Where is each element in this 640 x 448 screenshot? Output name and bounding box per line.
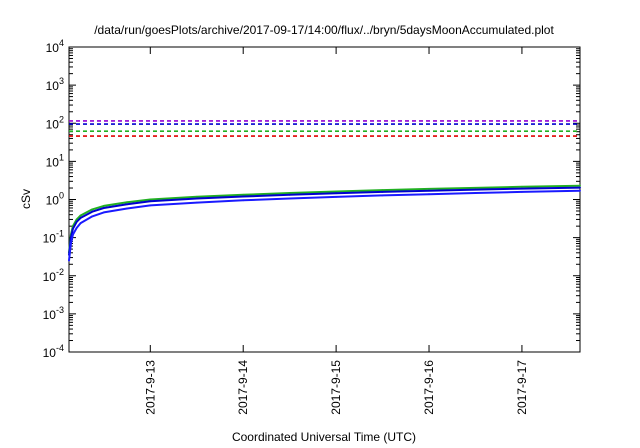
- data-point: [474, 188, 477, 191]
- data-point: [75, 227, 78, 229]
- data-point: [91, 215, 94, 218]
- data-point: [428, 188, 430, 190]
- data-point: [126, 203, 128, 206]
- data-point: [102, 205, 105, 207]
- series-group: [68, 184, 581, 262]
- data-point: [126, 207, 128, 210]
- data-point: [72, 233, 74, 236]
- data-point: [579, 186, 581, 189]
- data-point: [126, 201, 128, 204]
- y-tick-label: 10-2: [43, 267, 64, 284]
- series-line: [68, 186, 581, 256]
- data-point: [91, 208, 94, 211]
- data-point: [381, 194, 384, 197]
- data-point: [428, 189, 430, 192]
- plot-area: 10-4 10-3 10-2 10-1 100 101 102 103 104 2017-9-13…: [43, 38, 581, 415]
- data-point: [288, 197, 291, 200]
- x-tick-label: 2017-9-14: [236, 360, 250, 415]
- data-point: [288, 193, 291, 196]
- chart-title: /data/run/goesPlots/archive/2017-09-17/1…: [94, 23, 554, 37]
- data-point: [149, 200, 152, 203]
- y-tick-label: 103: [46, 76, 64, 93]
- y-tick-label: 104: [46, 38, 64, 55]
- data-point: [288, 192, 291, 194]
- data-point: [149, 204, 152, 207]
- data-point: [75, 218, 78, 221]
- data-point: [102, 211, 105, 214]
- data-point: [335, 192, 337, 195]
- data-point: [70, 242, 72, 245]
- x-tick-label: 2017-9-16: [422, 360, 436, 415]
- y-tick-label: 10-1: [43, 229, 64, 246]
- data-point: [68, 259, 70, 262]
- data-point: [381, 189, 384, 192]
- data-point: [521, 191, 523, 193]
- x-tick-label: 2017-9-13: [143, 360, 157, 415]
- data-point: [428, 193, 430, 196]
- data-point: [149, 198, 152, 201]
- x-axis-label: Coordinated Universal Time (UTC): [232, 430, 416, 444]
- data-point: [242, 199, 245, 202]
- data-point: [72, 227, 74, 230]
- data-point: [91, 210, 94, 213]
- data-point: [102, 207, 105, 209]
- data-point: [335, 190, 337, 193]
- series-line: [68, 184, 581, 253]
- y-tick-label: 102: [46, 114, 64, 131]
- y-tick-label: 10-4: [43, 343, 64, 360]
- series-line: [68, 189, 581, 261]
- y-tick-label: 10-3: [43, 305, 64, 322]
- data-point: [242, 193, 245, 196]
- data-point: [242, 195, 245, 198]
- y-tick-label: 101: [46, 152, 64, 169]
- x-tick-label: 2017-9-15: [329, 360, 343, 415]
- data-point: [381, 191, 384, 193]
- data-point: [195, 197, 198, 200]
- data-point: [579, 189, 581, 192]
- x-tick-label: 2017-9-17: [515, 360, 529, 415]
- data-point: [195, 201, 198, 204]
- data-point: [79, 217, 82, 219]
- y-axis-label: cSv: [19, 189, 33, 209]
- data-point: [79, 222, 82, 225]
- data-point: [195, 195, 198, 198]
- y-tick-label: 100: [46, 191, 64, 208]
- data-point: [474, 187, 477, 189]
- data-point: [521, 185, 523, 188]
- data-point: [335, 196, 337, 198]
- data-point: [579, 184, 581, 187]
- data-point: [474, 192, 477, 194]
- data-point: [75, 220, 78, 223]
- data-point: [521, 187, 523, 190]
- data-point: [79, 214, 82, 217]
